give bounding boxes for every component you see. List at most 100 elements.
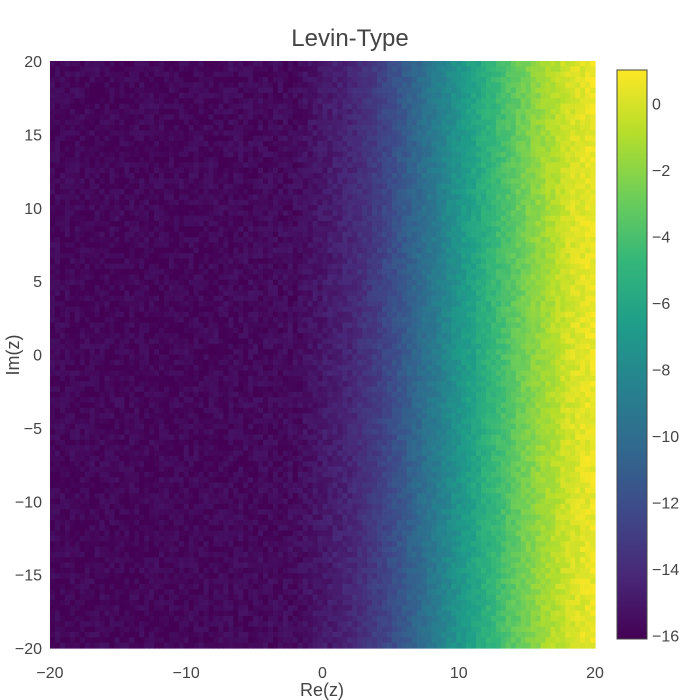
heatmap-cell [580, 88, 586, 94]
heatmap-cell [441, 184, 447, 190]
heatmap-cell [159, 301, 165, 307]
heatmap-cell [169, 189, 175, 195]
heatmap-cell [248, 141, 254, 147]
heatmap-cell [466, 77, 472, 83]
heatmap-cell [75, 200, 81, 206]
heatmap-cell [169, 114, 175, 120]
heatmap-cell [456, 274, 462, 280]
heatmap-cell [585, 274, 591, 280]
heatmap-cell [342, 242, 348, 248]
heatmap-cell [303, 253, 309, 259]
heatmap-cell [545, 280, 551, 286]
heatmap-cell [545, 120, 551, 126]
heatmap-cell [233, 104, 239, 110]
heatmap-cell [486, 232, 492, 238]
heatmap-cell [278, 184, 284, 190]
heatmap-cell [417, 157, 423, 163]
heatmap-cell [70, 184, 76, 190]
heatmap-cell [288, 296, 294, 302]
heatmap-cell [422, 178, 428, 184]
heatmap-cell [154, 104, 160, 110]
heatmap-cell [560, 237, 566, 243]
heatmap-cell [189, 253, 195, 259]
heatmap-cell [199, 264, 205, 270]
heatmap-cell [506, 168, 512, 174]
heatmap-cell [337, 258, 343, 264]
heatmap-cell [268, 88, 274, 94]
heatmap-cell [327, 72, 333, 78]
heatmap-cell [496, 136, 502, 142]
heatmap-cell [243, 189, 249, 195]
heatmap-cell [570, 61, 576, 67]
heatmap-cell [496, 157, 502, 163]
heatmap-cell [75, 162, 81, 168]
heatmap-cell [377, 120, 383, 126]
heatmap-cell [461, 226, 467, 232]
heatmap-cell [451, 200, 457, 206]
heatmap-cell [60, 194, 66, 200]
heatmap-cell [139, 253, 145, 259]
heatmap-cell [55, 264, 61, 270]
heatmap-cell [377, 88, 383, 94]
heatmap-cell [169, 98, 175, 104]
heatmap-cell [531, 141, 537, 147]
heatmap-cell [536, 152, 542, 158]
heatmap-cell [303, 82, 309, 88]
heatmap-cell [189, 120, 195, 126]
heatmap-cell [357, 66, 363, 72]
heatmap-cell [382, 72, 388, 78]
heatmap-cell [248, 157, 254, 163]
heatmap-cell [555, 232, 561, 238]
heatmap-cell [417, 104, 423, 110]
heatmap-cell [278, 130, 284, 136]
heatmap-cell [491, 216, 497, 222]
heatmap-cell [580, 216, 586, 222]
heatmap-cell [174, 253, 180, 259]
heatmap-cell [590, 136, 596, 142]
heatmap-cell [362, 184, 368, 190]
heatmap-cell [169, 66, 175, 72]
heatmap-cell [144, 248, 150, 254]
heatmap-cell [214, 98, 220, 104]
heatmap-cell [575, 66, 581, 72]
heatmap-cell [278, 205, 284, 211]
heatmap-cell [313, 125, 319, 131]
heatmap-cell [70, 130, 76, 136]
heatmap-cell [427, 242, 433, 248]
heatmap-cell [580, 109, 586, 115]
heatmap-cell [471, 66, 477, 72]
heatmap-cell [164, 157, 170, 163]
heatmap-cell [60, 290, 66, 296]
heatmap-cell [189, 296, 195, 302]
heatmap-cell [100, 205, 106, 211]
heatmap-cell [516, 216, 522, 222]
heatmap-cell [100, 210, 106, 216]
heatmap-cell [134, 280, 140, 286]
heatmap-cell [427, 290, 433, 296]
heatmap-cell [100, 109, 106, 115]
heatmap-cell [313, 221, 319, 227]
heatmap-cell [80, 114, 86, 120]
heatmap-cell [332, 210, 338, 216]
heatmap-cell [342, 210, 348, 216]
heatmap-cell [536, 130, 542, 136]
heatmap-cell [228, 72, 234, 78]
heatmap-cell [95, 184, 101, 190]
heatmap-cell [412, 157, 418, 163]
heatmap-cell [506, 232, 512, 238]
heatmap-cell [194, 72, 200, 78]
heatmap-cell [114, 178, 120, 184]
heatmap-cell [382, 210, 388, 216]
heatmap-cell [134, 146, 140, 152]
heatmap-cell [397, 216, 403, 222]
heatmap-cell [555, 221, 561, 227]
heatmap-cell [560, 93, 566, 99]
heatmap-cell [55, 296, 61, 302]
heatmap-cell [372, 146, 378, 152]
heatmap-cell [124, 162, 130, 168]
heatmap-cell [124, 88, 130, 94]
heatmap-cell [476, 146, 482, 152]
heatmap-cell [387, 77, 393, 83]
heatmap-cell [65, 205, 71, 211]
heatmap-cell [124, 61, 130, 67]
